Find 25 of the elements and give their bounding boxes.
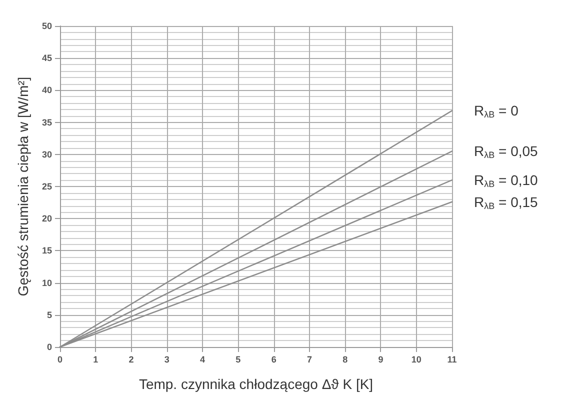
x-tick-label: 2 [128, 354, 134, 364]
y-tick-label: 50 [42, 21, 52, 31]
y-tick-label: 45 [42, 53, 52, 64]
x-tick-label: 6 [271, 354, 276, 364]
x-axis-title: Temp. czynnika chłodzącego Δϑ K [K] [138, 376, 374, 392]
x-tick-label: 1 [93, 354, 98, 364]
y-tick-label: 0 [46, 342, 52, 352]
x-tick-label: 9 [378, 354, 384, 364]
y-tick-label: 25 [42, 182, 52, 192]
y-tick-label: 30 [42, 149, 52, 160]
x-tick-label: 0 [57, 354, 63, 364]
x-tick-label: 4 [200, 354, 206, 364]
y-tick-label: 15 [42, 246, 52, 256]
x-tick-label: 5 [236, 354, 241, 364]
x-tick-label: 8 [342, 354, 348, 364]
y-axis-title: Gęstość strumienia ciepła w [W/m²] [15, 76, 31, 296]
x-tick-label: 11 [447, 354, 457, 364]
y-tick-label: 40 [42, 85, 52, 96]
x-tick-label: 7 [306, 354, 312, 364]
x-tick-label: 3 [164, 354, 170, 364]
y-tick-label: 20 [42, 214, 52, 224]
y-tick-label: 35 [42, 117, 52, 128]
x-tick-label: 10 [411, 354, 422, 364]
y-tick-label: 10 [42, 278, 52, 288]
y-tick-label: 5 [46, 310, 52, 320]
